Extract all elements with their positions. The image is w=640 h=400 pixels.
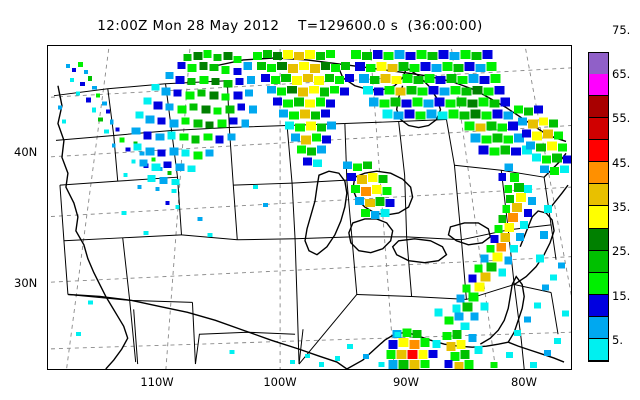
page-title: 12:00Z Mon 28 May 2012 T=129600.0 s (36:… (97, 18, 483, 34)
x-tick-100w: 100W (263, 375, 297, 389)
colorbar-band-60 (589, 96, 608, 119)
colorbar-band-55 (589, 118, 608, 141)
x-tick-80w: 80W (510, 375, 538, 389)
colorbar-band-40 (589, 184, 608, 207)
echo-gulf-scattered (229, 332, 401, 368)
colorbar-tick-15: 15. (612, 288, 631, 303)
echo-southwest-isolated (75, 185, 269, 337)
colorbar-band-15 (589, 294, 608, 317)
map-plot-area (47, 45, 572, 370)
colorbar-band-70 (589, 52, 608, 74)
colorbar-band-5 (589, 338, 608, 361)
colorbar-tick-45: 45. (612, 155, 631, 170)
echo-carolina-coast-line (452, 163, 553, 313)
echo-atlantic-offshore (490, 262, 570, 369)
colorbar-tick-35: 35. (612, 200, 631, 214)
echo-southeast-interior (434, 302, 489, 331)
map-canvas (48, 46, 571, 369)
echo-florida-peninsula (432, 330, 483, 369)
colorbar-band-25 (589, 250, 608, 273)
colorbar-tick-labels: 5. 15. 25. 35. 45. 55. 65. 75. (612, 23, 640, 362)
colorbar-band-20 (589, 272, 608, 295)
reflectivity-colorbar (588, 52, 609, 362)
echo-northern-plains (131, 49, 258, 186)
colorbar-band-35 (589, 206, 608, 229)
colorbar-band-65 (589, 73, 608, 97)
colorbar-tick-55: 55. (612, 111, 631, 126)
colorbar-band-45 (589, 162, 608, 185)
x-tick-90w: 90W (392, 375, 420, 389)
colorbar-band-50 (589, 140, 608, 163)
y-tick-40n: 40N (14, 145, 38, 159)
radar-reflectivity-field (57, 49, 571, 369)
colorbar-band-30 (589, 228, 608, 251)
y-tick-30n: 30N (14, 276, 38, 290)
x-tick-110w: 110W (140, 375, 174, 389)
colorbar-tick-5: 5. (612, 332, 623, 347)
colorbar-band-10 (589, 316, 608, 339)
colorbar-tick-65: 65. (612, 67, 631, 82)
echo-new-england (514, 105, 571, 176)
echo-minnesota-wisconsin (253, 49, 354, 168)
echo-ohio-valley-lower-michigan (342, 161, 395, 219)
colorbar-tick-25: 25. (612, 244, 631, 259)
echo-ontario-quebec (350, 49, 533, 156)
colorbar-tick-75: 75. (612, 22, 631, 37)
